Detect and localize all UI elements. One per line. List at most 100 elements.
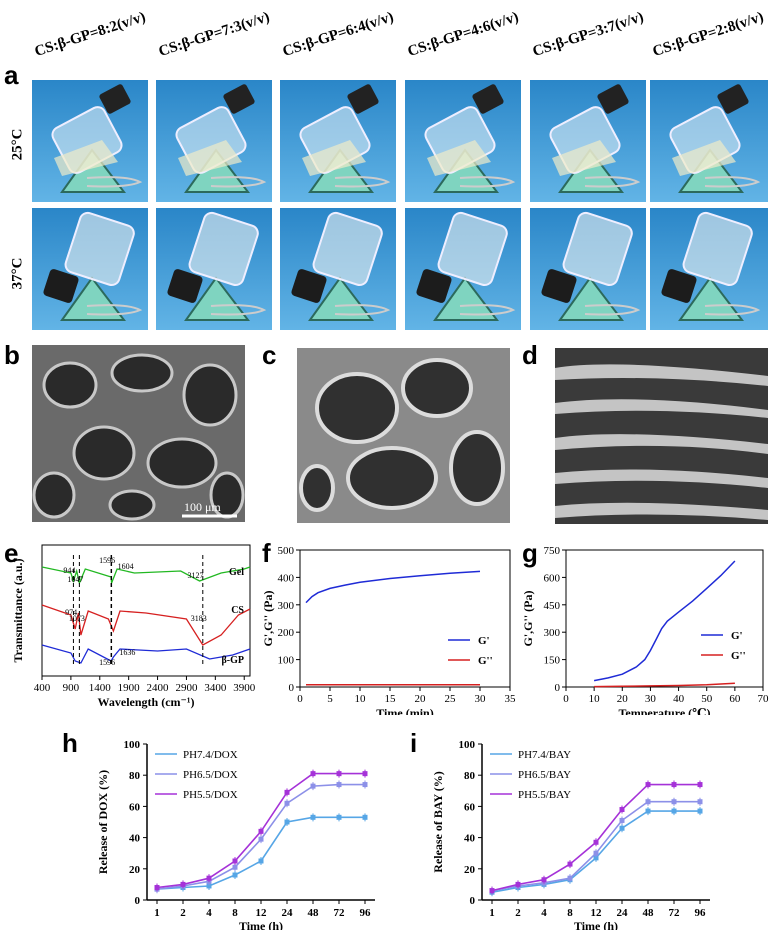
y-tick-label: 40 (129, 833, 141, 845)
data-point (336, 814, 342, 820)
panel-letter-c: c (262, 340, 277, 370)
data-point (697, 782, 703, 788)
series-line (41, 604, 251, 646)
x-tick-label: 1900 (118, 682, 141, 694)
vial-photo (32, 208, 148, 330)
legend-label: PH7.4/BAY (518, 749, 571, 761)
y-tick-label: 0 (135, 895, 141, 907)
series-line (41, 644, 251, 664)
vial-photo (530, 208, 646, 330)
y-tick-label: 400 (278, 572, 295, 584)
data-point (619, 825, 625, 831)
ftir-chart: 400 900 1400 1900 2400 2900 3400 3900 Wavelength… (11, 544, 256, 709)
y-tick-label: 60 (129, 801, 141, 813)
x-tick-label: 24 (282, 907, 294, 919)
x-axis-label: Time (h) (239, 919, 283, 930)
data-point (593, 850, 599, 856)
y-tick-label: 600 (544, 572, 561, 584)
data-point (645, 799, 651, 805)
data-point (310, 814, 316, 820)
vial-photo (650, 80, 768, 202)
legend-label: PH6.5/DOX (183, 769, 238, 781)
data-point (593, 855, 599, 861)
data-point (336, 771, 342, 777)
peak-annotation: 3183 (191, 614, 207, 623)
y-tick-label: 0 (555, 682, 561, 694)
vial-photo (156, 208, 272, 330)
x-tick-label: 72 (669, 907, 681, 919)
x-tick-label: 12 (256, 907, 268, 919)
data-point (154, 885, 160, 891)
data-point (362, 771, 368, 777)
y-tick-label: 0 (289, 682, 295, 694)
plot-frame (299, 549, 511, 688)
vial-photo (32, 80, 148, 202)
x-axis-label: Time (min) (376, 706, 433, 715)
y-tick-label: 150 (544, 655, 561, 667)
x-tick-label: 1 (154, 907, 160, 919)
series-label: CS (231, 605, 244, 616)
x-tick-label: 8 (232, 907, 238, 919)
row-label-25c: 25°C (9, 128, 26, 161)
data-point (206, 875, 212, 881)
legend-label: PH5.5/BAY (518, 789, 571, 801)
data-point (593, 839, 599, 845)
data-point (258, 858, 264, 864)
data-point (697, 799, 703, 805)
data-point (619, 817, 625, 823)
row-label-37c: 37°C (9, 257, 26, 290)
vial-photo (405, 208, 521, 330)
x-tick-label: 2900 (175, 682, 198, 694)
panel-letter-g: g (522, 538, 538, 568)
peak-annotation: 1596 (99, 556, 115, 565)
x-tick-label: 10 (355, 693, 367, 705)
data-point (232, 864, 238, 870)
data-point (284, 800, 290, 806)
condition-label: CS:β-GP=4:6(v/v) (405, 9, 521, 61)
y-tick-label: 300 (544, 627, 561, 639)
x-tick-label: 3400 (204, 682, 227, 694)
condition-label: CS:β-GP=8:2(v/v) (32, 9, 148, 61)
panel-letter-e: e (4, 538, 19, 568)
legend-label: G' (731, 630, 743, 642)
sem-image-d (555, 348, 768, 524)
legend-label: PH6.5/BAY (518, 769, 571, 781)
x-tick-label: 2 (515, 907, 521, 919)
x-tick-label: 900 (63, 682, 80, 694)
x-tick-label: 48 (308, 907, 320, 919)
vial-photo (280, 208, 396, 330)
data-point (567, 861, 573, 867)
x-tick-label: 0 (563, 693, 569, 705)
vial-photo (405, 80, 521, 202)
series-label: Gel (229, 567, 244, 578)
legend-label: PH5.5/DOX (183, 789, 238, 801)
time-sweep-chart: 0 5 10 15 20 25 30 35 0 100 200 300 400 500 Time (min)… (262, 545, 516, 715)
data-point (310, 783, 316, 789)
x-axis-label: Time (h) (574, 919, 618, 930)
y-axis-label: G',G'' (Pa) (521, 591, 535, 647)
x-tick-label: 4 (206, 907, 212, 919)
legend-label: G'' (731, 650, 746, 662)
x-tick-label: 30 (645, 693, 657, 705)
x-tick-label: 2400 (147, 682, 170, 694)
plot-frame (41, 544, 251, 677)
x-tick-label: 70 (758, 693, 770, 705)
series-line (593, 560, 736, 682)
data-point (362, 782, 368, 788)
x-tick-label: 60 (729, 693, 741, 705)
x-tick-label: 400 (34, 682, 51, 694)
sem-image-c (297, 348, 510, 523)
y-tick-label: 80 (464, 770, 476, 782)
x-tick-label: 25 (445, 693, 457, 705)
x-axis-label: Temperature (℃) (618, 706, 710, 715)
condition-label: CS:β-GP=7:3(v/v) (156, 9, 272, 61)
peak-annotation: 944 (63, 566, 75, 575)
x-tick-label: 3900 (233, 682, 256, 694)
vial-photo (650, 208, 768, 330)
series-label: β-GP (222, 655, 245, 666)
y-tick-label: 20 (464, 864, 476, 876)
data-point (206, 883, 212, 889)
x-tick-label: 5 (327, 693, 333, 705)
vial-photo (280, 80, 396, 202)
y-tick-label: 100 (459, 739, 476, 751)
